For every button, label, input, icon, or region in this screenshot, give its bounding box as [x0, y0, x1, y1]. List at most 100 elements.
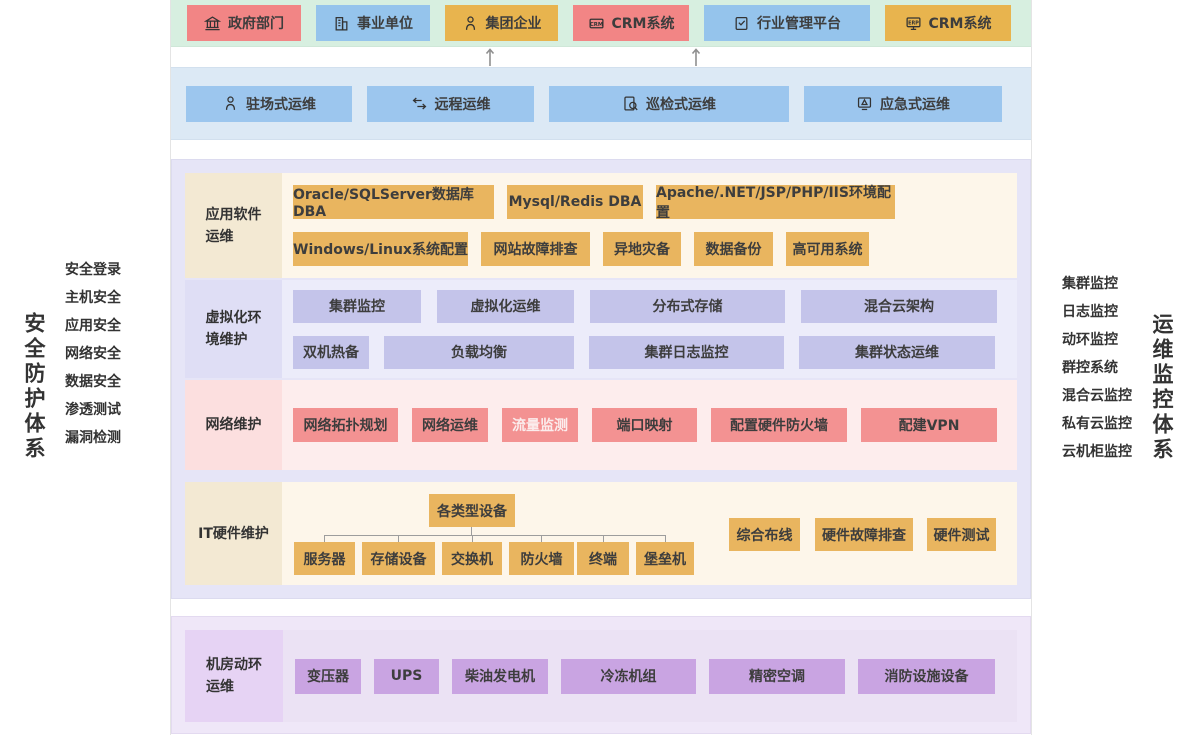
- dc-item-button[interactable]: 柴油发电机: [452, 658, 548, 694]
- mode-label: 巡检式运维: [646, 96, 716, 113]
- customer-group-enterprise-button[interactable]: 集团企业: [445, 5, 558, 41]
- virt-item-button[interactable]: 虚拟化运维: [437, 289, 574, 323]
- net-item-button[interactable]: 网络运维: [412, 408, 488, 442]
- section-label-text: 网络维护: [205, 417, 262, 433]
- mode-emergency-button[interactable]: 应急式运维: [804, 85, 1002, 122]
- dc-item-button[interactable]: 变压器: [295, 658, 361, 694]
- net-item-button[interactable]: 流量监测: [502, 408, 578, 442]
- section-body: Oracle/SQLServer数据库DBA Mysql/Redis DBA A…: [282, 173, 1017, 278]
- section-label: 机房动环运维: [185, 630, 283, 722]
- right-panel-item: 动环监控: [1062, 332, 1118, 348]
- main-content-column: 政府部门 事业单位 集团企业 CRM CRM系统 行业管理平台 ERP CRM系…: [170, 0, 1032, 735]
- app-item-button[interactable]: Mysql/Redis DBA: [507, 185, 643, 219]
- section-label-text: IT硬件维护: [198, 525, 269, 542]
- customer-label: CRM系统: [928, 16, 992, 32]
- device-tree-root-button[interactable]: 各类型设备: [429, 494, 515, 527]
- right-panel-title: 运维监控体系: [1150, 313, 1174, 463]
- tree-line: [665, 535, 666, 542]
- virt-item-button[interactable]: 负载均衡: [384, 335, 574, 369]
- customer-label: CRM系统: [611, 16, 675, 32]
- customer-label: 事业单位: [357, 16, 413, 32]
- left-panel-item: 安全登录: [65, 262, 121, 278]
- app-item-button[interactable]: 数据备份: [694, 232, 773, 266]
- svg-text:ERP: ERP: [908, 20, 919, 26]
- app-item-button[interactable]: 高可用系统: [786, 232, 869, 266]
- virt-item-button[interactable]: 集群日志监控: [589, 335, 784, 369]
- dc-item-button[interactable]: UPS: [374, 658, 439, 694]
- section-label-text: 应用软件运维: [205, 206, 262, 245]
- section-body: 网络拓扑规划 网络运维 流量监测 端口映射 配置硬件防火墙 配建VPN: [282, 380, 1017, 470]
- net-item-button[interactable]: 端口映射: [592, 408, 697, 442]
- virt-item-button[interactable]: 集群监控: [293, 289, 421, 323]
- section-network: 网络维护 网络拓扑规划 网络运维 流量监测 端口映射 配置硬件防火墙 配建VPN: [185, 380, 1017, 470]
- app-item-button[interactable]: 网站故障排查: [481, 232, 590, 266]
- section-app-software: 应用软件运维 Oracle/SQLServer数据库DBA Mysql/Redi…: [185, 173, 1017, 278]
- virt-item-button[interactable]: 双机热备: [293, 335, 369, 369]
- up-arrow-icon: [690, 47, 702, 67]
- customer-institution-button[interactable]: 事业单位: [316, 5, 430, 41]
- left-panel-item: 主机安全: [65, 290, 121, 306]
- crm-box-icon: CRM: [588, 15, 605, 32]
- tree-line: [541, 535, 542, 542]
- section-it-hardware: IT硬件维护 各类型设备 服务器 存储设备 交换机: [185, 482, 1017, 585]
- device-button[interactable]: 存储设备: [362, 542, 435, 575]
- customer-label: 集团企业: [485, 16, 542, 32]
- virt-item-button[interactable]: 混合云架构: [801, 289, 997, 323]
- app-item-button[interactable]: 异地灾备: [603, 232, 681, 266]
- virt-item-button[interactable]: 集群状态运维: [799, 335, 995, 369]
- mode-label: 应急式运维: [880, 96, 950, 113]
- app-item-button[interactable]: Apache/.NET/JSP/PHP/IIS环境配置: [656, 185, 895, 221]
- hw-task-button[interactable]: 硬件测试: [927, 518, 996, 551]
- customer-erp-crm-system-button[interactable]: ERP CRM系统: [885, 5, 1011, 41]
- customer-label: 政府部门: [228, 16, 284, 32]
- device-button[interactable]: 交换机: [442, 542, 502, 575]
- section-body: 各类型设备 服务器 存储设备 交换机 防火墙 终端 堡垒机: [282, 482, 1017, 585]
- customer-crm-system-button[interactable]: CRM CRM系统: [573, 5, 689, 41]
- customer-government-button[interactable]: 政府部门: [187, 5, 301, 41]
- bank-icon: [204, 15, 221, 32]
- device-button[interactable]: 堡垒机: [636, 542, 694, 575]
- section-label: 网络维护: [185, 380, 282, 470]
- svg-text:CRM: CRM: [589, 21, 602, 27]
- mode-inspection-button[interactable]: 巡检式运维: [549, 85, 789, 122]
- inspect-doc-icon: [622, 95, 639, 112]
- dc-item-button[interactable]: 冷冻机组: [561, 658, 696, 694]
- mode-onsite-button[interactable]: 驻场式运维: [186, 85, 352, 122]
- net-item-button[interactable]: 配置硬件防火墙: [711, 408, 847, 442]
- left-panel-item: 网络安全: [65, 346, 121, 362]
- form-edit-icon: [733, 15, 750, 32]
- left-panel-title: 安全防护体系: [22, 312, 46, 462]
- erp-monitor-icon: ERP: [905, 15, 922, 32]
- device-button[interactable]: 防火墙: [509, 542, 574, 575]
- tree-line: [472, 535, 473, 542]
- left-panel-item: 应用安全: [65, 318, 121, 334]
- section-datacenter: 机房动环运维 变压器 UPS 柴油发电机 冷冻机组 精密空调 消防设施设备: [185, 630, 1017, 722]
- datacenter-container: 机房动环运维 变压器 UPS 柴油发电机 冷冻机组 精密空调 消防设施设备: [171, 616, 1031, 734]
- section-label: IT硬件维护: [185, 482, 282, 585]
- hw-task-button[interactable]: 硬件故障排查: [815, 518, 913, 551]
- device-button[interactable]: 服务器: [294, 542, 355, 575]
- app-item-button[interactable]: Windows/Linux系统配置: [293, 232, 468, 266]
- net-item-button[interactable]: 网络拓扑规划: [293, 408, 398, 442]
- service-modes-band: 驻场式运维 远程运维 巡检式运维 应急式运维: [171, 67, 1031, 140]
- device-button[interactable]: 终端: [577, 542, 629, 575]
- mode-label: 远程运维: [434, 96, 491, 113]
- dc-item-button[interactable]: 精密空调: [709, 658, 845, 694]
- virt-item-button[interactable]: 分布式存储: [590, 289, 785, 323]
- net-item-button[interactable]: 配建VPN: [861, 408, 997, 442]
- dc-item-button[interactable]: 消防设施设备: [858, 658, 995, 694]
- customer-industry-platform-button[interactable]: 行业管理平台: [704, 5, 870, 41]
- tree-line: [324, 535, 665, 536]
- person-icon: [222, 95, 239, 112]
- app-item-button[interactable]: Oracle/SQLServer数据库DBA: [293, 185, 494, 220]
- right-panel-list: 集群监控 日志监控 动环监控 群控系统 混合云监控 私有云监控 云机柜监控: [1062, 277, 1132, 459]
- left-panel-list: 安全登录 主机安全 应用安全 网络安全 数据安全 渗透测试 漏洞检测: [65, 263, 121, 445]
- right-panel-item: 群控系统: [1062, 360, 1118, 376]
- mode-remote-button[interactable]: 远程运维: [367, 85, 534, 122]
- customer-label: 行业管理平台: [757, 16, 841, 32]
- hw-task-button[interactable]: 综合布线: [729, 518, 800, 551]
- tree-line: [471, 527, 472, 535]
- connector-gap: [171, 47, 1031, 67]
- building-icon: [333, 15, 350, 32]
